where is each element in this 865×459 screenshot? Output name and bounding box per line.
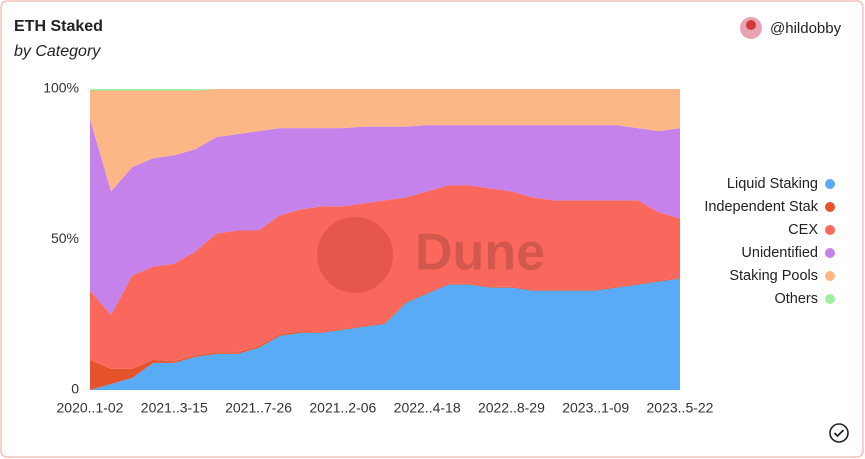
legend-swatch [825, 271, 835, 281]
area [90, 119, 680, 315]
x-tick-label: 2022..4-18 [394, 400, 461, 416]
plot [90, 89, 680, 390]
watermark-logo [317, 217, 393, 293]
area [90, 278, 680, 390]
chart-title: ETH Staked [14, 18, 103, 35]
legend-label: Others [774, 291, 818, 307]
legend-label: Independent Stak [704, 199, 818, 215]
check-icon[interactable] [829, 423, 849, 443]
author[interactable]: @hildobby [770, 20, 842, 37]
legend-swatch [825, 202, 835, 212]
area [90, 185, 680, 369]
legend-swatch [825, 248, 835, 258]
legend-swatch [825, 179, 835, 189]
legend-swatch [825, 294, 835, 304]
x-tick-label: 2023..1-09 [562, 400, 629, 416]
y-tick-label: 50% [51, 230, 79, 246]
x-tick-label: 2022..8-29 [478, 400, 545, 416]
area [90, 89, 680, 192]
x-tick-label: 2023..5-22 [647, 400, 714, 416]
y-tick-label: 0 [71, 381, 79, 397]
legend-label: CEX [788, 222, 818, 238]
x-tick-label: 2021..2-06 [309, 400, 376, 416]
x-tick-label: 2021..7-26 [225, 400, 292, 416]
watermark-text: Dune [415, 224, 545, 282]
watermark: Dune [317, 217, 545, 293]
y-tick-label: 100% [43, 80, 79, 96]
area [90, 89, 680, 91]
legend-swatch [825, 225, 835, 235]
chart-subtitle: by Category [14, 43, 101, 60]
legend-label: Unidentified [741, 245, 818, 261]
avatar-face [746, 20, 756, 30]
legend-label: Staking Pools [729, 268, 818, 284]
x-tick-label: 2020..1-02 [57, 400, 124, 416]
legend-label: Liquid Staking [727, 176, 818, 192]
x-tick-label: 2021..3-15 [141, 400, 208, 416]
